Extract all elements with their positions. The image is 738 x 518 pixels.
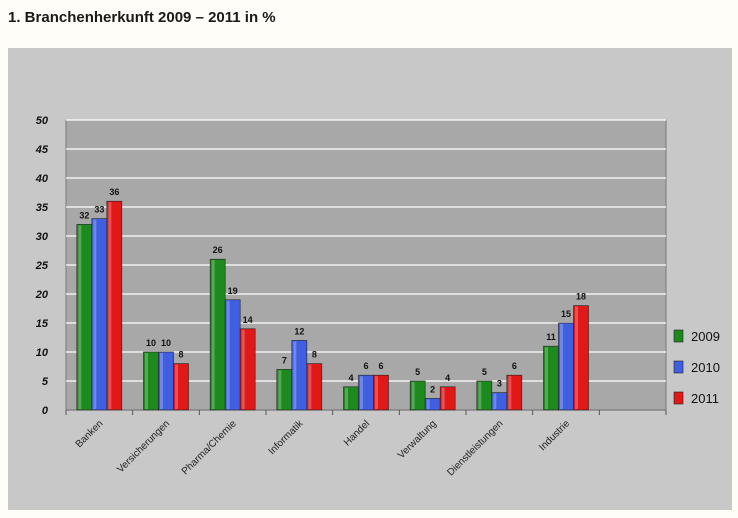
data-label: 7 (282, 355, 287, 365)
bar-highlight (345, 387, 348, 409)
data-label: 14 (243, 315, 253, 325)
y-tick-label: 15 (36, 318, 49, 330)
legend-label: 2011 (691, 391, 719, 406)
bar-highlight (508, 376, 512, 409)
bar (306, 363, 323, 411)
bar-highlight (241, 329, 245, 409)
data-label: 19 (228, 286, 238, 296)
y-tick-label: 25 (35, 260, 49, 272)
bar (239, 328, 256, 411)
bar (573, 305, 589, 411)
bar-highlight (278, 370, 282, 409)
data-label: 4 (348, 373, 353, 383)
legend-label: 2010 (691, 360, 720, 375)
data-label: 6 (512, 361, 517, 371)
y-tick-label: 45 (35, 144, 49, 156)
bar (173, 363, 189, 411)
chart-container: 0 5 10 15 20 25 30 35 40 45 50 32 33 36 Banken 10 10 8 Ver… (8, 48, 732, 510)
bar (506, 374, 523, 411)
y-tick-label: 30 (36, 231, 49, 243)
legend-swatch (673, 329, 684, 343)
bar-highlight (108, 202, 112, 409)
bar-highlight (545, 347, 548, 409)
bar-highlight (160, 353, 163, 409)
y-tick-label: 35 (36, 202, 49, 214)
bar-highlight (375, 376, 378, 409)
data-label: 32 (79, 210, 89, 220)
bar-highlight (575, 306, 578, 409)
data-label: 18 (576, 292, 586, 302)
bar-highlight (145, 353, 148, 409)
bar (106, 200, 123, 411)
legend-swatch (673, 360, 684, 374)
y-tick-label: 50 (36, 115, 49, 127)
legend-swatch (673, 391, 684, 405)
bar-highlight (360, 376, 363, 409)
data-label: 12 (294, 326, 304, 336)
bar-highlight (308, 364, 312, 409)
data-label: 2 (430, 384, 435, 394)
bar (409, 380, 426, 411)
data-label: 6 (363, 361, 368, 371)
data-label: 36 (109, 187, 119, 197)
data-label: 4 (445, 373, 450, 383)
bar-highlight (426, 399, 430, 409)
bar-highlight (93, 219, 97, 409)
bar (439, 386, 456, 411)
y-tick-label: 5 (42, 376, 49, 388)
bar-highlight (226, 300, 230, 409)
data-label: 10 (146, 338, 156, 348)
bar-highlight (78, 225, 82, 409)
data-label: 8 (178, 350, 183, 360)
bar-highlight (560, 324, 563, 409)
legend-label: 2009 (691, 329, 720, 344)
bar-highlight (441, 387, 445, 409)
data-label: 3 (497, 379, 502, 389)
data-label: 26 (213, 245, 223, 255)
data-label: 5 (415, 367, 420, 377)
bar-highlight (411, 382, 415, 409)
data-label: 15 (561, 309, 571, 319)
bar-highlight (211, 260, 215, 409)
y-tick-label: 20 (35, 289, 49, 301)
y-tick-label: 40 (35, 173, 49, 185)
bar-highlight (493, 393, 497, 409)
data-label: 10 (161, 338, 171, 348)
page-title: 1. Branchenherkunft 2009 – 2011 in % (8, 9, 276, 26)
data-label: 5 (482, 367, 487, 377)
bar-highlight (293, 341, 297, 409)
data-label: 6 (378, 361, 383, 371)
bar-highlight (478, 382, 482, 409)
data-label: 33 (94, 205, 104, 215)
data-label: 8 (312, 350, 317, 360)
bar-highlight (175, 364, 178, 409)
data-label: 11 (546, 332, 556, 342)
y-tick-label: 0 (42, 405, 49, 417)
bar (373, 374, 389, 411)
y-tick-label: 10 (36, 347, 49, 359)
